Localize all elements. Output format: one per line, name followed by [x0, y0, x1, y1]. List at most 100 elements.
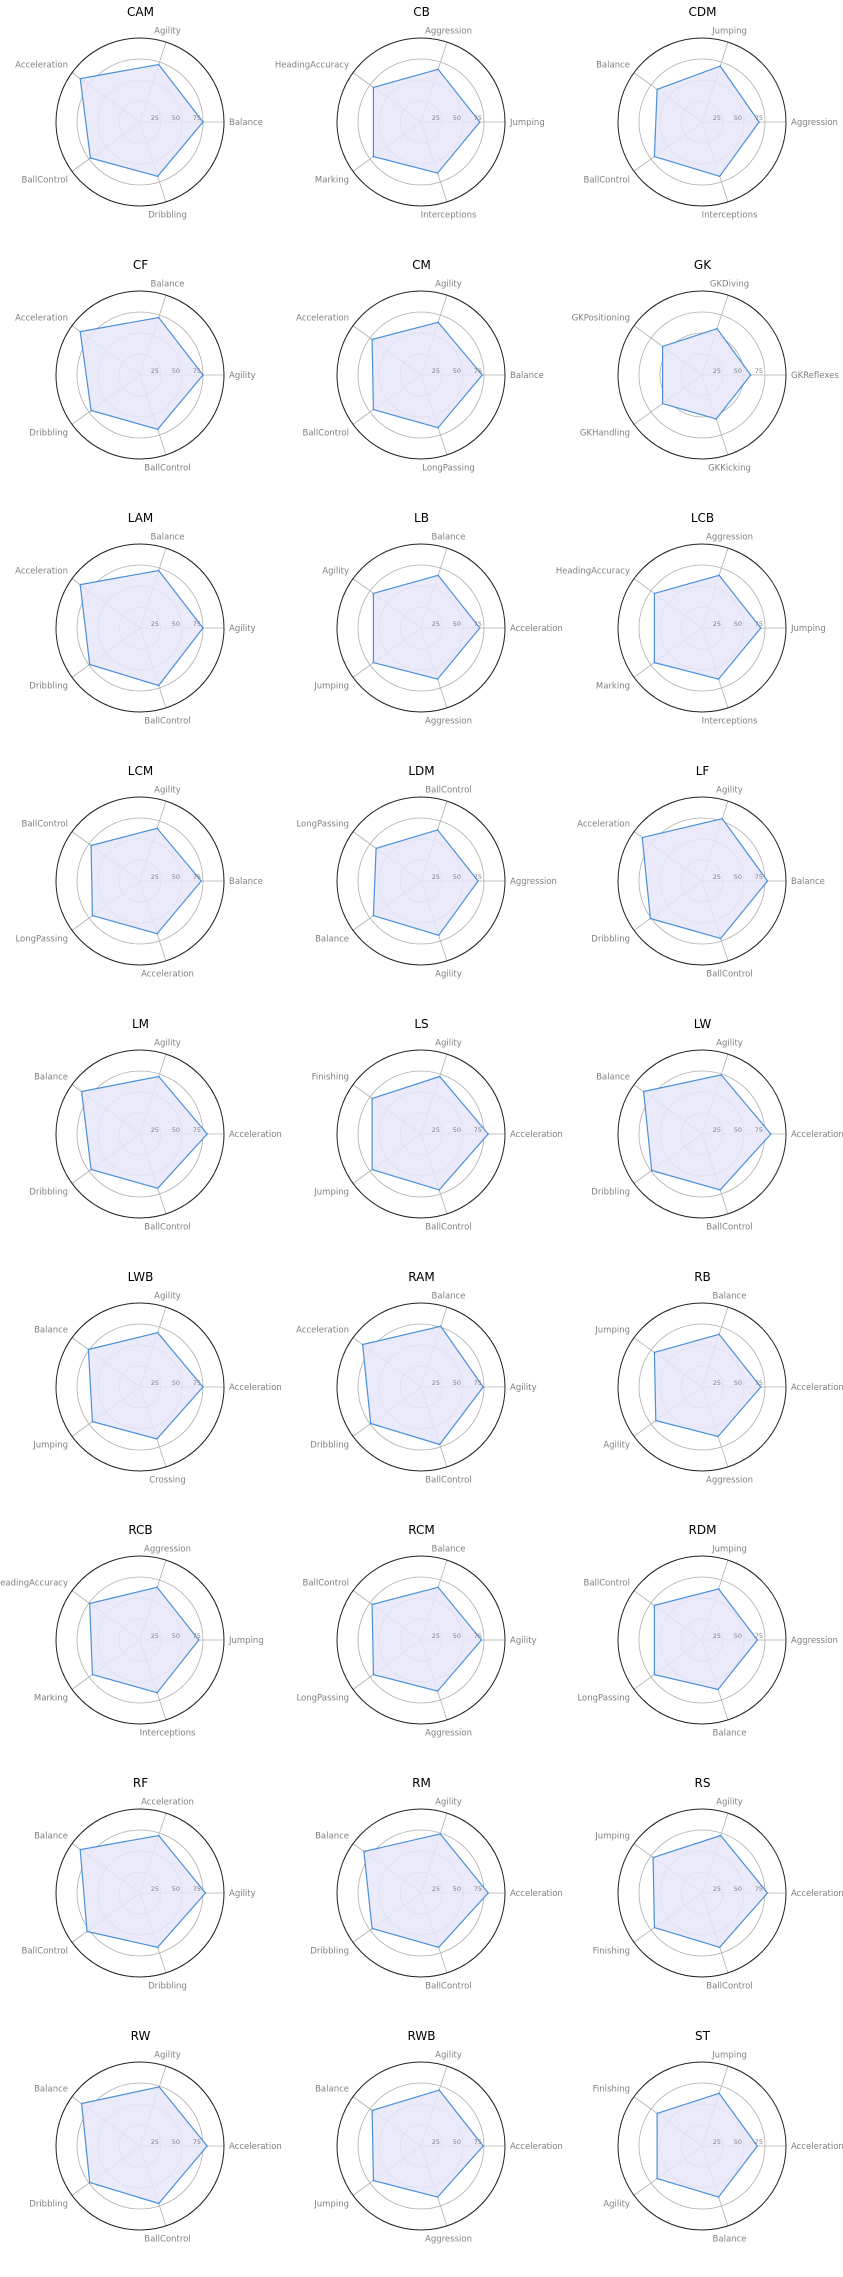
data-point	[760, 627, 762, 629]
data-polygon	[361, 1325, 484, 1446]
data-point	[439, 1833, 442, 1835]
axis-label: Agility	[435, 279, 462, 289]
tick-label: 25	[432, 1632, 440, 1640]
axis-label: LongPassing	[15, 934, 68, 944]
axis-label: BallControl	[583, 175, 630, 185]
axis-label: Agility	[229, 1889, 256, 1899]
chart-title: CB	[413, 5, 430, 19]
data-point	[157, 316, 160, 319]
chart-title: RCM	[408, 1523, 435, 1537]
data-point	[437, 426, 439, 429]
data-polygon	[652, 1834, 769, 1948]
data-polygon	[372, 68, 481, 174]
axis-label: Aggression	[425, 26, 472, 36]
tick-label: 25	[151, 620, 159, 628]
axis-label: Jumping	[228, 1636, 264, 1646]
data-point	[91, 914, 94, 917]
data-polygon	[371, 321, 484, 429]
axis-label: Dribbling	[29, 2199, 68, 2209]
data-point	[756, 2145, 759, 2147]
tick-label: 75	[193, 1379, 201, 1387]
radar-plot: 25 50 75 Jumping Aggression HeadingAccuracy Ma…	[275, 26, 545, 220]
axis-label: Balance	[432, 532, 466, 542]
axis-label: Balance	[791, 877, 825, 887]
radar-chart-cf: CF 25 50 75 Agility Balance Acceleration Dribbl…	[0, 253, 281, 506]
data-polygon	[79, 569, 204, 687]
outer-circle	[55, 796, 225, 966]
axis-label: GKHandling	[580, 428, 630, 438]
data-point	[157, 2202, 160, 2205]
radar-plot: 25 50 75 Aggression Jumping BallControl LongPa…	[577, 1544, 837, 1738]
tick-label: 25	[151, 873, 159, 881]
data-point	[719, 65, 721, 67]
data-point	[656, 2177, 658, 2180]
axis-label: GKDiving	[710, 279, 749, 289]
data-point	[86, 1930, 88, 1933]
data-point	[198, 1639, 200, 1641]
axis-label: Acceleration	[791, 1383, 843, 1393]
data-polygon	[642, 1074, 772, 1191]
outer-circle	[55, 543, 225, 713]
tick-label: 75	[193, 1632, 201, 1640]
data-point	[719, 1189, 721, 1191]
data-point	[717, 2196, 720, 2198]
data-point	[202, 374, 204, 376]
radar-chart-rwb: RWB 25 50 75 Acceleration Agility Balance Jumpi…	[281, 2024, 563, 2277]
chart-title: CM	[412, 258, 431, 272]
data-polygon	[661, 327, 752, 420]
axis-label: BallControl	[583, 1579, 630, 1589]
data-point	[437, 1586, 439, 1589]
radar-plot: 25 50 75 Acceleration Agility Balance Jumping C…	[32, 1291, 282, 1485]
data-point	[653, 155, 656, 158]
data-point	[717, 1588, 720, 1590]
tick-label: 50	[172, 873, 180, 881]
axis-label: Acceleration	[296, 1326, 349, 1336]
axis-label: Agility	[322, 567, 349, 577]
radar-chart-cm: CM 25 50 75 Balance Agility Acceleration BallCo…	[281, 253, 562, 506]
outer-circle	[336, 543, 506, 713]
tick-label: 75	[474, 1379, 482, 1387]
axis-label: BallControl	[144, 464, 191, 474]
data-point	[436, 1690, 439, 1692]
axis-label: BallControl	[21, 1946, 68, 1956]
tick-label: 75	[193, 2138, 201, 2146]
data-point	[372, 1673, 375, 1676]
data-point	[653, 1604, 656, 1607]
axis-label: Balance	[596, 1073, 630, 1083]
axis-label: Balance	[34, 1073, 68, 1083]
tick-label: 50	[172, 114, 180, 122]
radar-chart-lb: LB 25 50 75 Acceleration Balance Agility Jumpin…	[281, 506, 563, 759]
data-point	[438, 1075, 441, 1078]
tick-label: 50	[734, 1885, 742, 1893]
axis-label: BallControl	[302, 428, 349, 438]
axis-label: Finishing	[593, 1946, 630, 1956]
axis-label: BallControl	[144, 2235, 191, 2245]
tick-label: 75	[193, 873, 201, 881]
data-point	[156, 932, 158, 935]
data-point	[79, 583, 81, 586]
data-point	[715, 418, 718, 420]
tick-label: 25	[432, 1126, 440, 1134]
outer-circle	[55, 37, 225, 207]
axis-label: Dribbling	[29, 681, 68, 691]
data-point	[88, 2181, 91, 2184]
tick-label: 25	[713, 367, 721, 375]
data-polygon	[653, 1588, 759, 1691]
tick-label: 50	[734, 1632, 742, 1640]
data-point	[157, 1075, 160, 1078]
data-point	[206, 2145, 208, 2147]
axis-label: Agility	[716, 1797, 743, 1807]
radar-plot: 25 50 75 Acceleration Agility Balance Jumping A…	[313, 2050, 563, 2244]
tick-label: 75	[474, 1885, 482, 1893]
data-point	[79, 330, 81, 333]
radar-plot: 25 50 75 Acceleration Agility Balance Dribblin…	[591, 1038, 843, 1232]
data-point	[157, 1834, 160, 1837]
chart-title: CF	[132, 258, 149, 272]
chart-title: LCM	[127, 764, 154, 778]
data-point	[654, 1419, 657, 1422]
tick-label: 25	[151, 1379, 159, 1387]
tick-label: 75	[474, 873, 482, 881]
data-point	[437, 68, 439, 71]
axis-label: BallControl	[144, 717, 191, 727]
radar-plot: 25 50 75 Acceleration Balance Jumping Agility A…	[594, 1291, 843, 1485]
